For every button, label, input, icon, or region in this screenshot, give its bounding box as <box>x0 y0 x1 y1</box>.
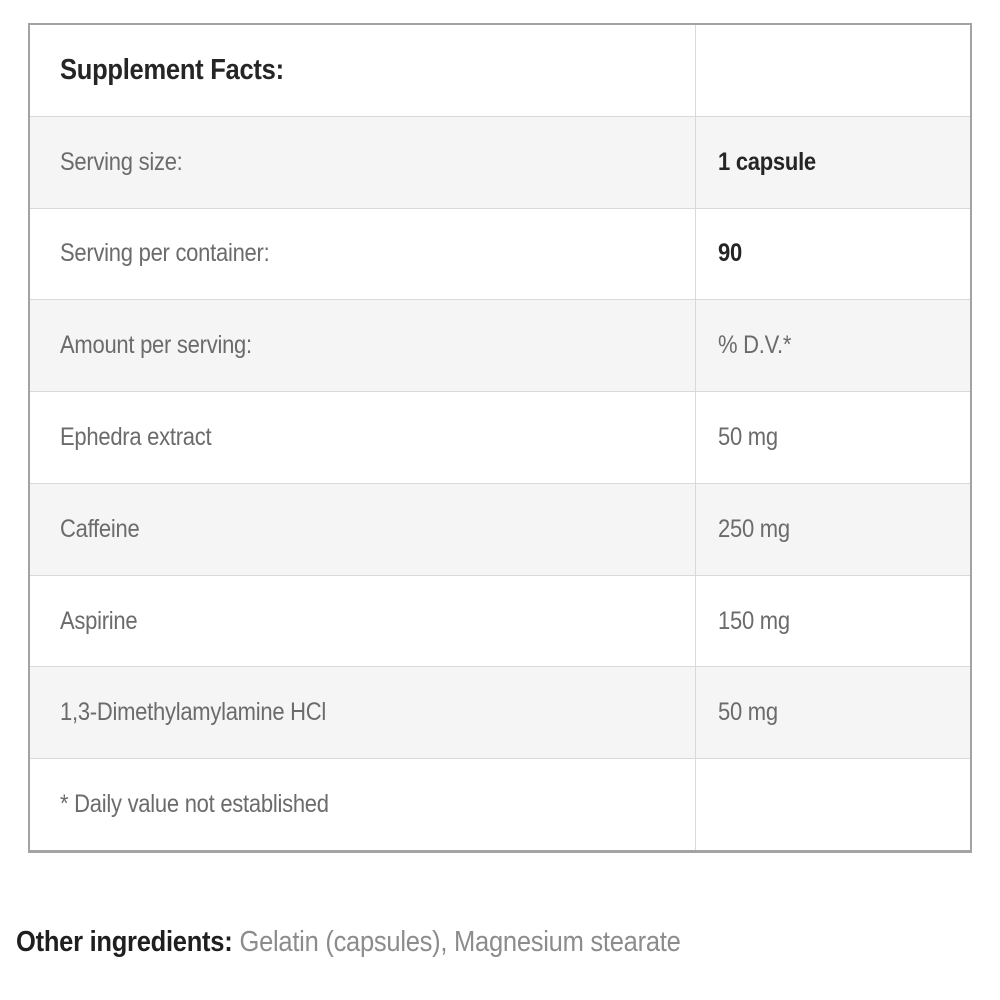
row-value: 150 mg <box>718 606 790 635</box>
row-label: Serving size: <box>60 147 183 176</box>
row-value: 1 capsule <box>718 147 816 176</box>
row-value: 50 mg <box>718 698 778 727</box>
row-label: Caffeine <box>60 514 140 543</box>
table-header-row: Supplement Facts: <box>30 25 970 116</box>
supplement-facts-table: Supplement Facts: Serving size: 1 capsul… <box>28 23 972 853</box>
row-label: Aspirine <box>60 606 138 635</box>
table-row: Aspirine 150 mg <box>30 574 970 667</box>
table-row: Amount per serving: % D.V.* <box>30 299 970 392</box>
row-label: Amount per serving: <box>60 331 252 360</box>
table-row: 1,3-Dimethylamylamine HCl 50 mg <box>30 666 970 759</box>
row-value: 50 mg <box>718 423 778 452</box>
row-value-cell: 150 mg <box>695 575 970 667</box>
row-value-cell: 50 mg <box>695 667 970 759</box>
table-title: Supplement Facts: <box>60 53 284 86</box>
row-label-cell: Amount per serving: <box>30 300 695 391</box>
row-label-cell: Caffeine <box>30 484 695 575</box>
header-empty-cell <box>695 25 970 116</box>
table-row: Serving per container: 90 <box>30 207 970 300</box>
table-row: Serving size: 1 capsule <box>30 115 970 208</box>
table-row: * Daily value not established <box>30 758 970 851</box>
row-label-cell: * Daily value not established <box>30 759 695 850</box>
row-value-cell <box>695 759 970 851</box>
row-value-cell: 90 <box>695 208 970 300</box>
row-label-cell: Serving size: <box>30 117 695 208</box>
other-ingredients-note: Other ingredients: Gelatin (capsules), Ma… <box>16 926 771 959</box>
row-value-cell: 1 capsule <box>695 116 970 208</box>
row-label-cell: 1,3-Dimethylamylamine HCl <box>30 667 695 758</box>
row-value: % D.V.* <box>718 331 792 360</box>
row-value-cell: % D.V.* <box>695 300 970 392</box>
row-label-cell: Ephedra extract <box>30 392 695 483</box>
table-row: Ephedra extract 50 mg <box>30 391 970 483</box>
row-value: 250 mg <box>718 514 790 543</box>
row-label-cell: Aspirine <box>30 576 695 667</box>
row-label: * Daily value not established <box>60 790 329 819</box>
row-label: Ephedra extract <box>60 423 212 452</box>
row-label: 1,3-Dimethylamylamine HCl <box>60 698 327 727</box>
row-value-cell: 50 mg <box>695 392 970 483</box>
row-label: Serving per container: <box>60 239 270 268</box>
row-value-cell: 250 mg <box>695 483 970 575</box>
header-title-cell: Supplement Facts: <box>30 25 695 116</box>
other-ingredients-label: Other ingredients: <box>16 926 233 958</box>
row-value: 90 <box>718 239 742 268</box>
other-ingredients-value: Gelatin (capsules), Magnesium stearate <box>239 926 681 958</box>
table-row: Caffeine 250 mg <box>30 482 970 575</box>
row-label-cell: Serving per container: <box>30 209 695 300</box>
